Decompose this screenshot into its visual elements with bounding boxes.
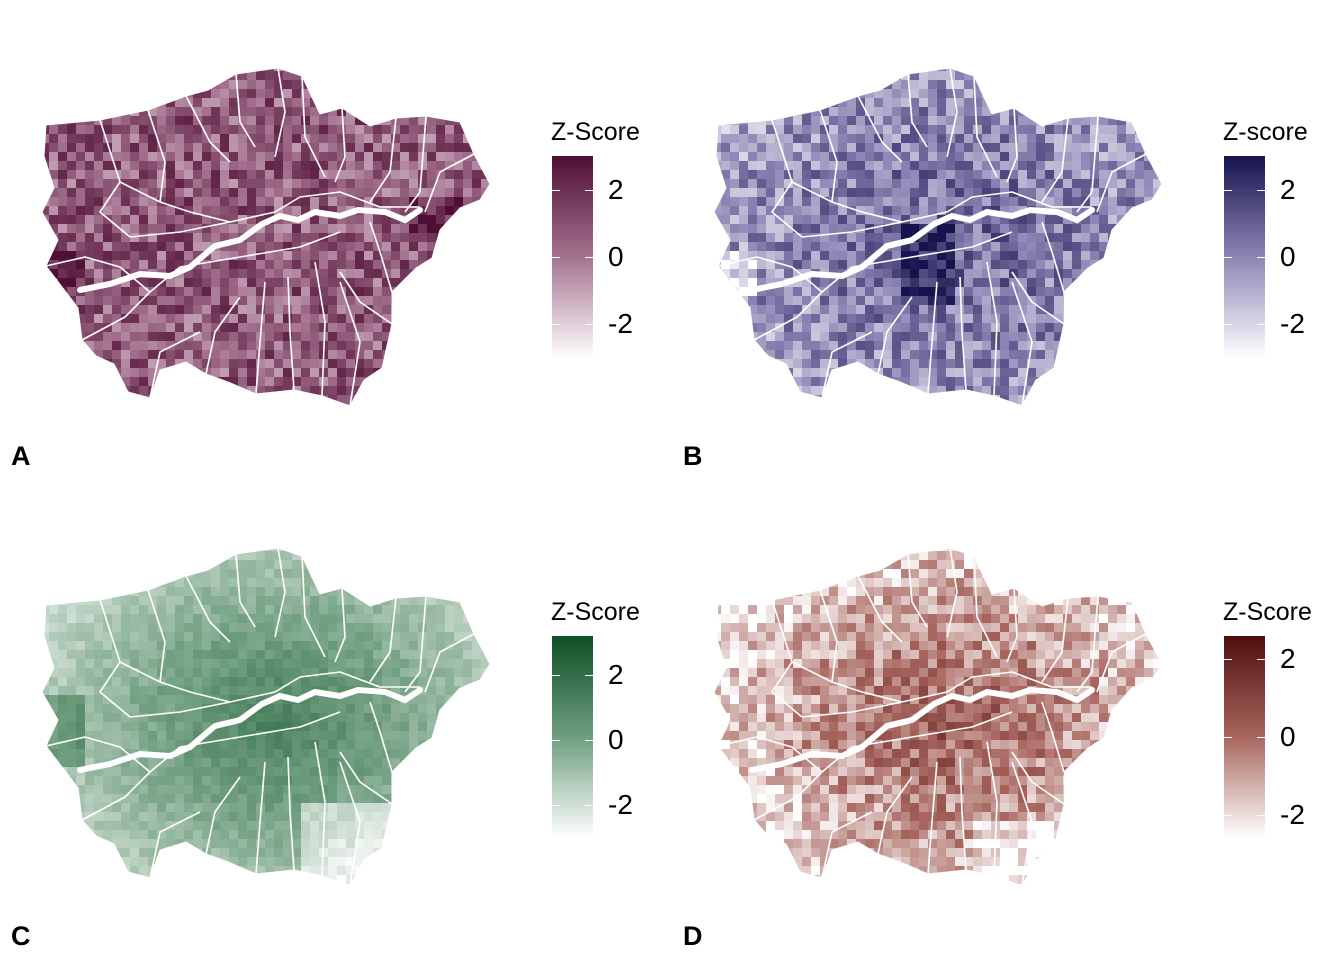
- river-thames: [77, 686, 423, 773]
- choropleth-map: [713, 547, 1163, 887]
- choropleth-map: [713, 67, 1163, 407]
- legend-tick-label: -2: [1280, 308, 1305, 340]
- legend-tick-label: 0: [608, 241, 624, 272]
- legend-tick-label: 0: [608, 724, 624, 756]
- legend-color-bar: [1224, 156, 1265, 358]
- panel-c: C Z-Score 2 0 -2: [0, 480, 672, 960]
- panel-a: A Z-Score 2 0 -2: [0, 0, 672, 480]
- borough-boundaries: [717, 547, 1147, 887]
- legend-tick-label: 0: [1280, 241, 1296, 272]
- choropleth-map: [41, 67, 491, 407]
- panel-label: B: [683, 441, 703, 471]
- legend-tick-label: 2: [1280, 643, 1296, 675]
- borough-boundaries: [45, 67, 475, 407]
- legend-tick-label: -2: [608, 308, 633, 340]
- legend-tick-label: 2: [608, 173, 624, 205]
- borough-boundaries: [45, 547, 475, 887]
- legend-tick-label: -2: [1280, 798, 1305, 830]
- choropleth-map: [41, 547, 491, 887]
- river-thames: [77, 206, 423, 293]
- legend-tick-label: -2: [608, 789, 633, 821]
- legend-title: Z-Score: [1223, 598, 1312, 626]
- river-thames: [749, 206, 1095, 293]
- legend-tick-label: 0: [1280, 721, 1296, 752]
- legend-title: Z-Score: [551, 118, 640, 146]
- panel-label: C: [11, 921, 31, 951]
- legend-color-bar: [552, 156, 593, 358]
- panel-label: D: [683, 921, 703, 951]
- legend-tick-label: 2: [608, 659, 624, 691]
- legend-color-bar: [552, 636, 593, 838]
- legend-tick-label: 2: [1280, 173, 1296, 205]
- panel-b: B Z-score 2 0 -2: [672, 0, 1344, 480]
- legend-title: Z-score: [1223, 118, 1308, 146]
- panel-d: D Z-Score 2 0 -2: [672, 480, 1344, 960]
- legend-color-bar: [1224, 636, 1265, 838]
- panel-label: A: [11, 441, 31, 471]
- borough-boundaries: [717, 67, 1147, 407]
- legend-title: Z-Score: [551, 598, 640, 626]
- river-thames: [749, 686, 1095, 773]
